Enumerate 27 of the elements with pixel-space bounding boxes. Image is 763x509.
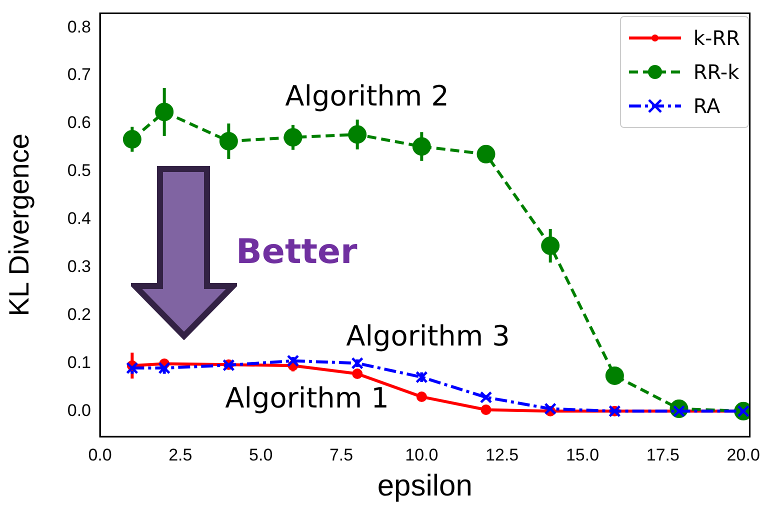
legend-label: RA — [693, 94, 720, 118]
y-tick-label: 0.3 — [67, 257, 91, 276]
x-tick-label: 20.0 — [726, 445, 760, 464]
annotation: Algorithm 2 — [285, 79, 449, 112]
y-tick-label: 0.1 — [67, 352, 91, 372]
y-tick-label: 0.7 — [67, 65, 91, 84]
x-tick-label: 12.5 — [486, 445, 519, 464]
annotation: Better — [236, 232, 358, 272]
y-tick-label: 0.6 — [67, 113, 91, 132]
y-tick-label: 0.4 — [67, 209, 91, 228]
y-tick-label: 0.8 — [67, 17, 91, 36]
legend-label: RR-k — [693, 60, 740, 84]
y-tick-label: 0.0 — [67, 400, 91, 420]
legend-label: k-RR — [693, 26, 740, 50]
x-tick-label: 7.5 — [329, 445, 354, 464]
y-tick-label: 0.2 — [67, 304, 91, 324]
annotation: Algorithm 3 — [346, 319, 510, 352]
y-tick-label: 0.5 — [67, 161, 91, 180]
annotation: Algorithm 1 — [225, 381, 389, 414]
x-tick-label: 2.5 — [168, 445, 192, 464]
x-tick-label: 0.0 — [88, 445, 112, 464]
x-tick-label: 5.0 — [249, 445, 273, 464]
x-tick-label: 10.0 — [405, 445, 438, 464]
x-tick-label: 17.5 — [646, 445, 680, 464]
x-tick-label: 15.0 — [566, 445, 600, 464]
y-axis-title: KL Divergence — [4, 134, 35, 316]
x-axis-title: epsilon — [377, 469, 472, 502]
